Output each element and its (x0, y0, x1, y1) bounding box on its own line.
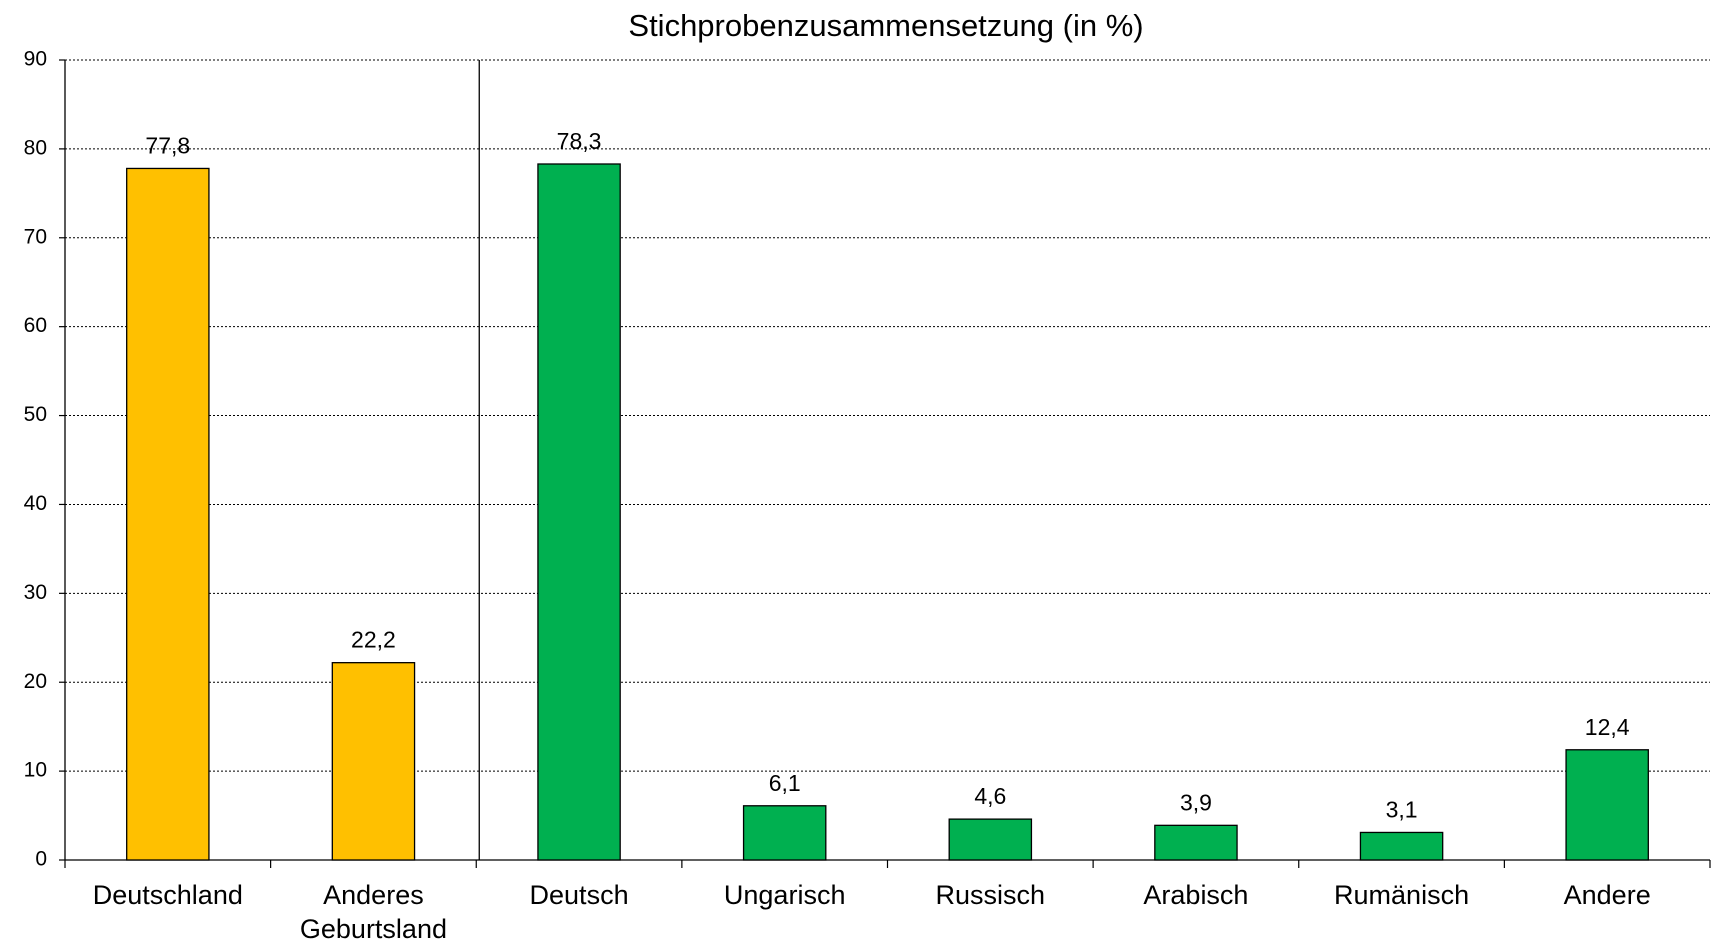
bar (126, 167, 210, 861)
y-tick-label: 0 (35, 848, 47, 871)
bar (537, 163, 621, 861)
value-label: 78,3 (557, 128, 602, 154)
y-tick-label: 30 (24, 581, 47, 604)
value-label: 3,9 (1180, 789, 1212, 815)
x-tick-label: Rumänisch (1334, 880, 1469, 910)
value-label: 3,1 (1386, 797, 1418, 823)
bar (331, 662, 416, 861)
y-tick-label: 50 (24, 403, 47, 426)
bar (742, 805, 827, 861)
x-tick-label: Russisch (936, 880, 1046, 910)
x-tick-label: Ungarisch (724, 880, 846, 910)
y-tick-label: 20 (24, 670, 47, 693)
chart-title: Stichprobenzusammensetzung (in %) (628, 8, 1143, 43)
value-label: 6,1 (769, 770, 801, 796)
y-tick-label: 70 (24, 225, 47, 248)
y-tick-label: 10 (24, 759, 47, 782)
x-tick-label: Arabisch (1143, 880, 1248, 910)
y-tick-label: 60 (24, 314, 47, 337)
x-tick-label: Andere (1564, 880, 1651, 910)
y-tick-label: 90 (24, 48, 47, 71)
y-tick-label: 40 (24, 492, 47, 515)
bar (1565, 749, 1649, 861)
bar (1359, 831, 1444, 861)
x-tick-label: Deutschland (93, 880, 243, 910)
value-label: 12,4 (1585, 714, 1630, 740)
x-tick-label: Deutsch (530, 880, 629, 910)
value-label: 4,6 (974, 783, 1006, 809)
x-tick-label: Anderes Geburtsland (300, 880, 447, 944)
y-tick-label: 80 (24, 136, 47, 159)
value-label: 77,8 (145, 133, 190, 159)
value-label: 22,2 (351, 627, 396, 653)
bar (1154, 824, 1238, 861)
bar (948, 818, 1033, 861)
